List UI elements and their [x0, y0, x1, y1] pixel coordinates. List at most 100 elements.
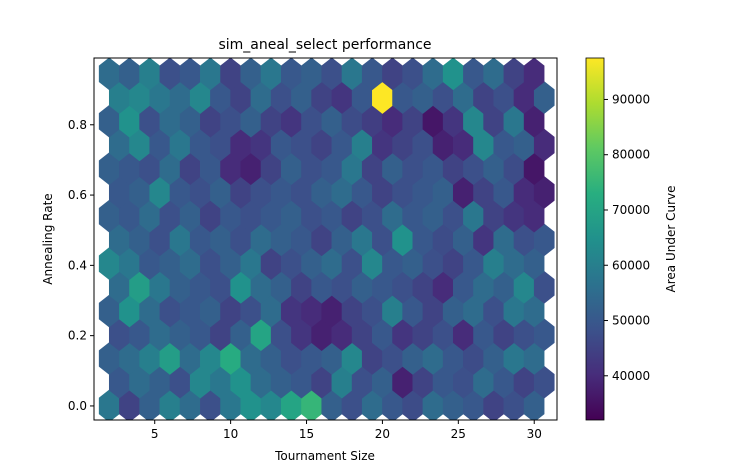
colorbar-tick-label: 40000	[612, 369, 650, 383]
hex-cell	[341, 389, 363, 420]
y-axis-label: Annealing Rate	[41, 193, 55, 284]
hex-cell	[169, 223, 191, 257]
hex-cell	[321, 58, 343, 91]
hex-cell	[260, 58, 282, 91]
hex-cell	[493, 365, 515, 399]
hex-cell	[483, 199, 504, 233]
hex-cell	[159, 104, 181, 138]
hex-cell	[230, 176, 252, 209]
hex-cell	[220, 247, 241, 280]
hex-cell	[119, 294, 140, 328]
hex-cell	[422, 58, 444, 91]
hex-cell	[280, 247, 302, 280]
hex-cell	[503, 294, 525, 328]
hex-cell	[331, 365, 353, 399]
hex-cell	[412, 176, 434, 209]
hex-cell	[483, 152, 504, 185]
hex-cell	[129, 318, 150, 352]
hex-cell	[260, 247, 282, 280]
hex-cell	[119, 342, 140, 375]
hex-cell	[392, 176, 413, 209]
hex-cell	[179, 152, 201, 185]
hex-cell	[473, 365, 494, 399]
hex-cell	[230, 223, 252, 257]
hex-cell	[280, 294, 302, 328]
hex-cell	[372, 271, 393, 304]
hex-cell	[513, 128, 535, 162]
hex-cell	[301, 294, 322, 328]
hex-cell	[189, 271, 211, 304]
hex-cell	[392, 128, 413, 162]
hex-cell	[392, 318, 413, 352]
hex-cell	[210, 128, 231, 162]
hex-cell	[412, 365, 434, 399]
hex-cell	[210, 365, 231, 399]
hex-cell	[220, 294, 241, 328]
hex-cell	[119, 58, 140, 91]
hex-cell	[210, 81, 231, 114]
hex-cell	[159, 58, 181, 91]
hex-cell	[270, 81, 292, 114]
hex-cell	[220, 104, 241, 138]
hex-cell	[503, 104, 525, 138]
x-tick-label: 5	[151, 427, 159, 441]
colorbar-label: Area Under Curve	[664, 186, 678, 293]
hex-cell	[129, 271, 150, 304]
hex-cell	[240, 104, 262, 138]
hex-cell	[301, 58, 322, 91]
hex-cell	[473, 271, 494, 304]
hex-cell	[432, 176, 454, 209]
hex-cell	[402, 199, 424, 233]
hex-cell	[442, 199, 464, 233]
hex-cell	[412, 318, 434, 352]
hex-cell	[149, 81, 171, 114]
hex-cell	[483, 342, 504, 375]
hex-cell	[341, 152, 363, 185]
hex-cell	[402, 294, 424, 328]
hex-cell	[513, 318, 535, 352]
hex-cell	[452, 271, 474, 304]
hex-cell	[200, 247, 221, 280]
hex-cell	[341, 104, 363, 138]
hex-cell	[372, 365, 393, 399]
hex-cell	[179, 389, 201, 420]
hex-cell	[139, 199, 160, 233]
hex-cell	[452, 176, 474, 209]
hex-cell	[321, 294, 343, 328]
hex-cell	[280, 58, 302, 91]
hex-cell	[250, 365, 272, 399]
hex-cell	[442, 294, 464, 328]
hex-cell	[402, 247, 424, 280]
hex-cell	[260, 152, 282, 185]
hex-cell	[240, 58, 262, 91]
hex-cell	[493, 81, 515, 114]
hex-cell	[341, 294, 363, 328]
hex-cell	[200, 294, 221, 328]
hex-cell	[189, 365, 211, 399]
hex-cell	[321, 152, 343, 185]
hex-cell	[129, 365, 150, 399]
hex-cell	[159, 342, 181, 375]
hex-cell	[291, 128, 312, 162]
hex-cell	[260, 294, 282, 328]
hex-cell	[230, 318, 252, 352]
hex-cell	[513, 223, 535, 257]
hex-cell	[108, 271, 130, 304]
hex-cell	[139, 247, 160, 280]
hex-cell	[452, 128, 474, 162]
y-tick-label: 0.6	[68, 188, 87, 202]
hex-cell	[493, 271, 515, 304]
hex-cell	[473, 176, 494, 209]
hex-cell	[311, 176, 332, 209]
hex-cell	[169, 271, 191, 304]
hex-cell	[321, 342, 343, 375]
hex-cell	[341, 58, 363, 91]
hex-cell	[392, 271, 413, 304]
hex-cell	[483, 389, 504, 420]
hex-cell	[169, 128, 191, 162]
hex-cell	[361, 199, 383, 233]
hex-cell	[331, 81, 353, 114]
hex-cell	[452, 81, 474, 114]
